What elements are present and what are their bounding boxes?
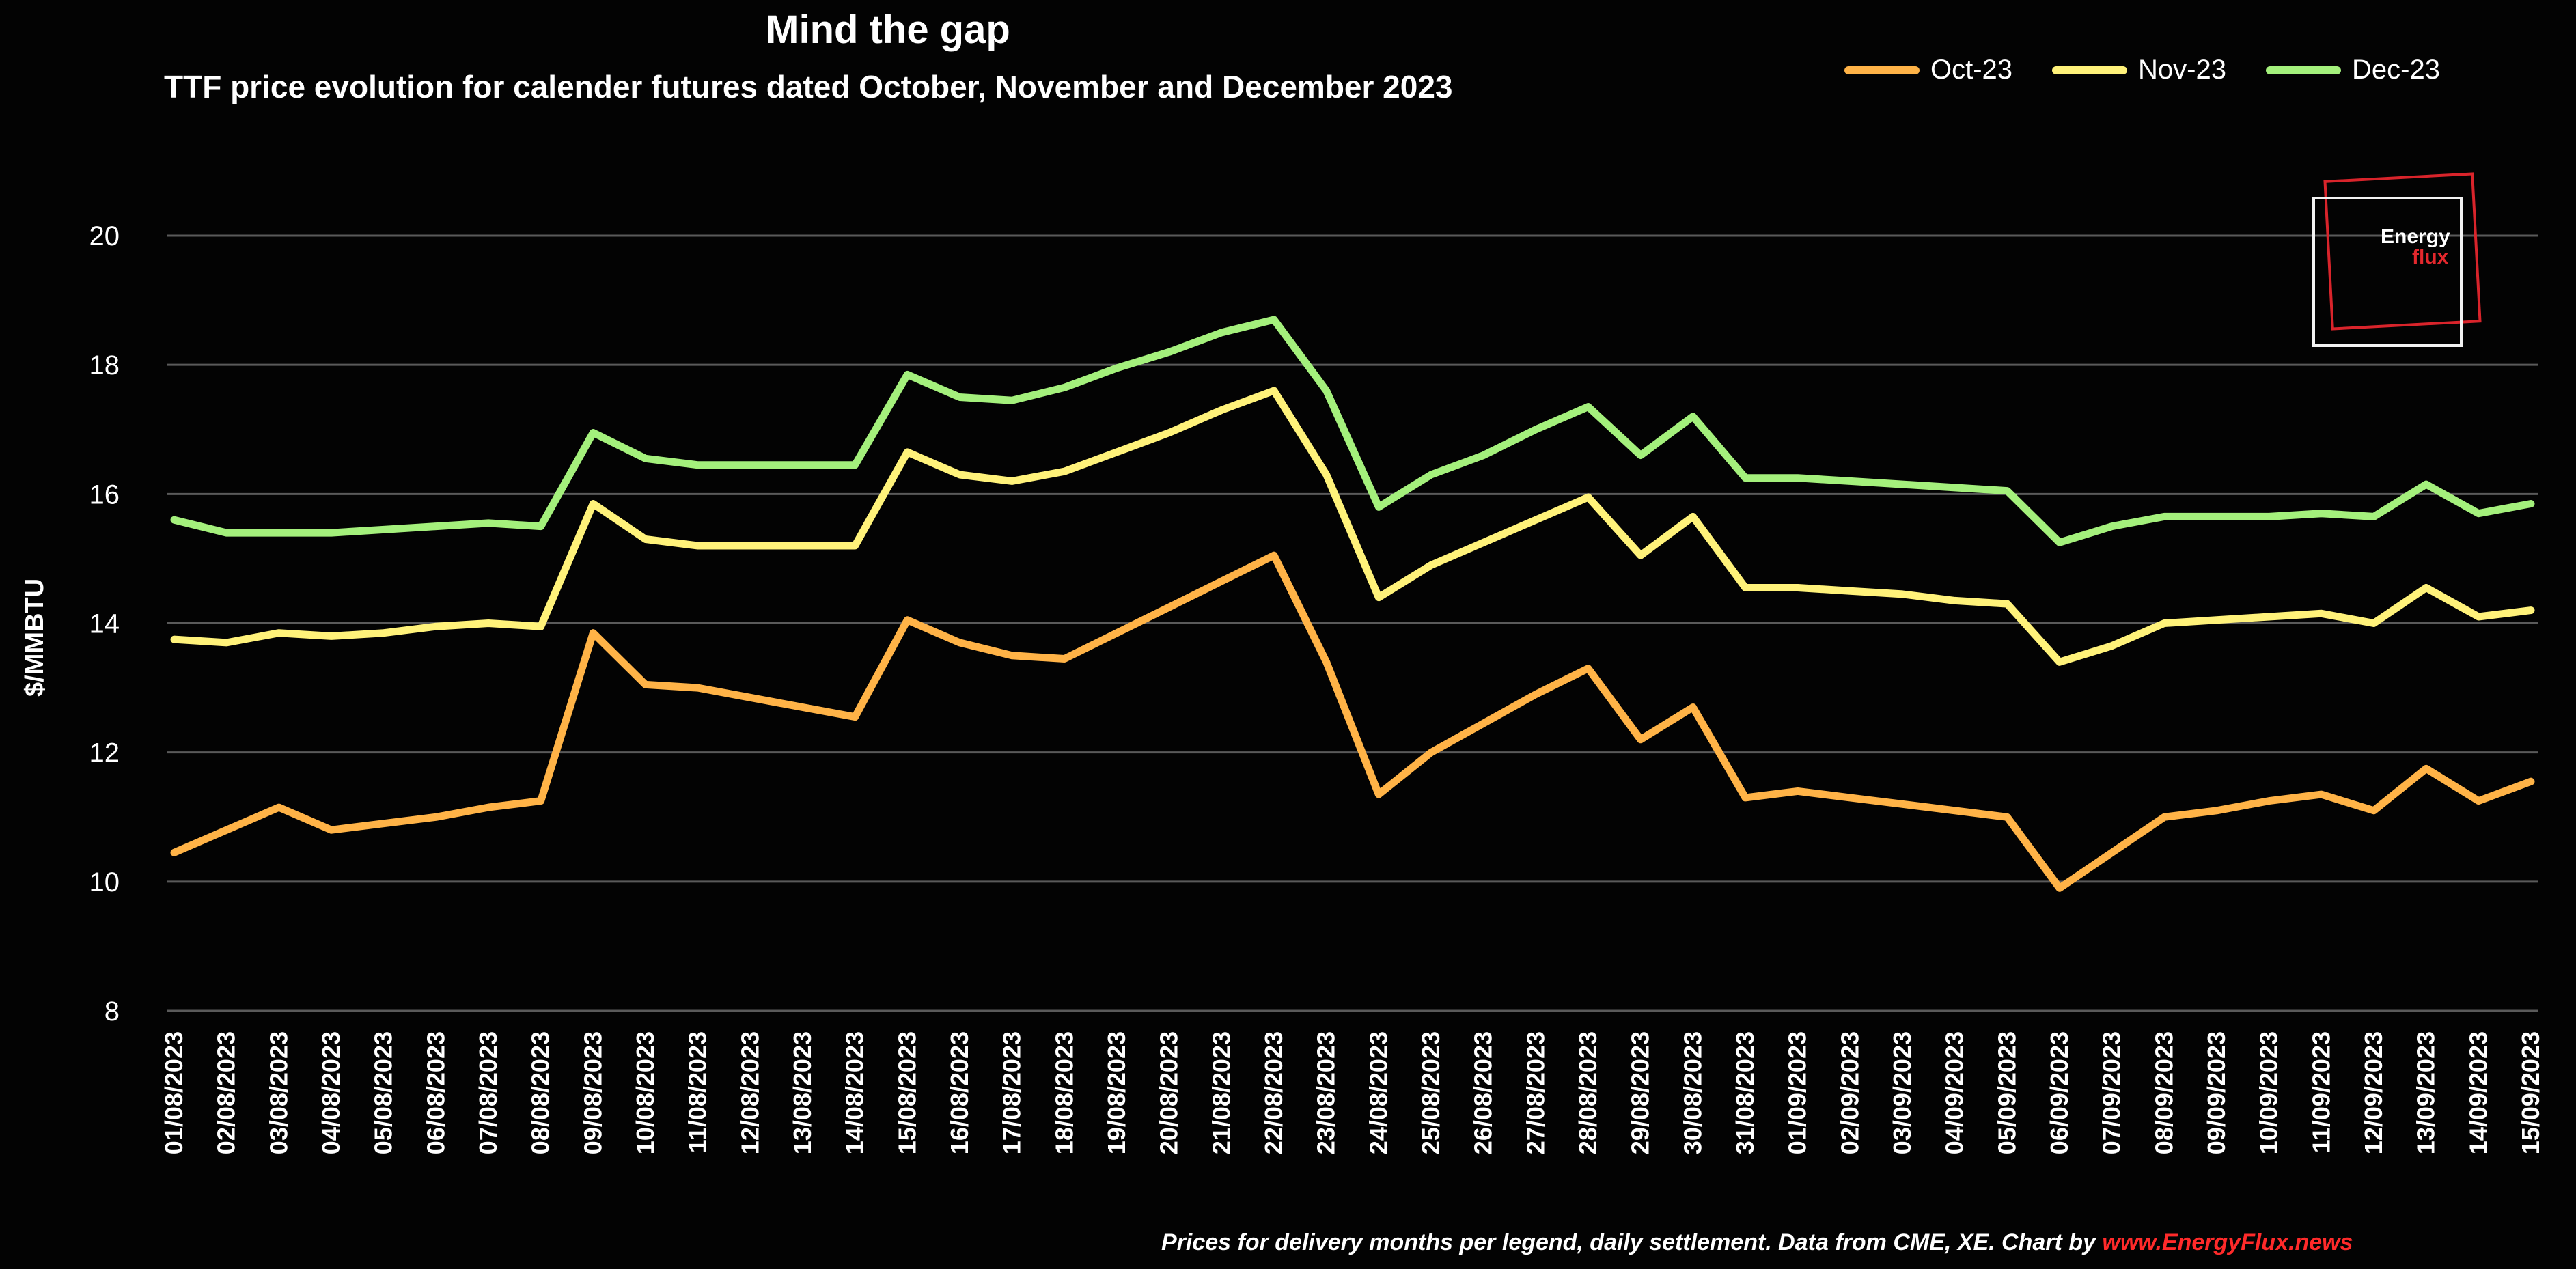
logo-text-flux: flux <box>2412 246 2449 268</box>
x-tick-label: 04/08/2023 <box>317 1031 345 1154</box>
x-tick-label: 23/08/2023 <box>1312 1031 1340 1154</box>
x-tick-label: 11/09/2023 <box>2307 1031 2335 1153</box>
legend-swatch-dec-23 <box>2266 66 2341 74</box>
y-tick-label: 12 <box>89 738 120 768</box>
footnote-text: Prices for delivery months per legend, d… <box>1161 1229 2096 1255</box>
legend-label-oct-23: Oct-23 <box>1930 55 2013 85</box>
series-line-oct-23 <box>170 551 2535 892</box>
x-tick-label: 04/09/2023 <box>1941 1031 1969 1154</box>
x-tick-label: 25/08/2023 <box>1417 1031 1445 1154</box>
x-tick-label: 11/08/2023 <box>684 1031 712 1153</box>
y-tick-label: 10 <box>89 867 120 897</box>
legend-label-dec-23: Dec-23 <box>2352 55 2440 85</box>
x-tick-label: 15/09/2023 <box>2517 1031 2545 1154</box>
x-tick-label: 18/08/2023 <box>1050 1031 1078 1154</box>
footnote-link[interactable]: www.EnergyFlux.news <box>2102 1229 2353 1255</box>
x-tick-label: 07/09/2023 <box>2098 1031 2126 1154</box>
y-tick-label: 16 <box>89 479 120 510</box>
x-tick-label: 14/09/2023 <box>2464 1031 2492 1154</box>
footnote: Prices for delivery months per legend, d… <box>1161 1229 2353 1256</box>
x-tick-label: 27/08/2023 <box>1521 1031 1549 1154</box>
x-tick-label: 19/08/2023 <box>1103 1031 1131 1154</box>
x-tick-label: 02/09/2023 <box>1836 1031 1864 1154</box>
x-tick-label: 08/08/2023 <box>527 1031 555 1154</box>
x-tick-label: 01/08/2023 <box>160 1031 188 1154</box>
x-tick-label: 29/08/2023 <box>1626 1031 1654 1154</box>
energyflux-logo: Energy flux <box>2312 172 2482 347</box>
x-tick-label: 14/08/2023 <box>841 1031 869 1154</box>
y-tick-label: 18 <box>89 350 120 380</box>
x-tick-label: 05/09/2023 <box>1993 1031 2021 1154</box>
x-tick-label: 02/08/2023 <box>212 1031 240 1154</box>
x-tick-label: 09/09/2023 <box>2202 1031 2230 1154</box>
x-tick-label: 28/08/2023 <box>1574 1031 1602 1154</box>
x-tick-label: 13/09/2023 <box>2412 1031 2440 1154</box>
x-tick-label: 12/09/2023 <box>2359 1031 2387 1154</box>
x-tick-label: 07/08/2023 <box>474 1031 502 1154</box>
x-tick-label: 22/08/2023 <box>1260 1031 1288 1154</box>
x-tick-label: 01/09/2023 <box>1784 1031 1812 1154</box>
y-tick-label: 20 <box>89 221 120 251</box>
x-tick-label: 12/08/2023 <box>736 1031 764 1154</box>
legend-label-nov-23: Nov-23 <box>2138 55 2226 85</box>
legend-item-dec-23: Dec-23 <box>2266 55 2440 85</box>
x-tick-label: 06/09/2023 <box>2045 1031 2073 1154</box>
logo-white-frame <box>2312 197 2463 347</box>
legend: Oct-23 Nov-23 Dec-23 <box>1844 55 2440 85</box>
x-tick-label: 20/08/2023 <box>1155 1031 1183 1154</box>
x-tick-label: 09/08/2023 <box>579 1031 607 1154</box>
logo-text-energy: Energy <box>2381 225 2450 248</box>
x-tick-label: 24/08/2023 <box>1364 1031 1392 1154</box>
legend-swatch-oct-23 <box>1844 66 1920 74</box>
x-tick-label: 21/08/2023 <box>1207 1031 1235 1154</box>
legend-swatch-nov-23 <box>2052 66 2128 74</box>
x-tick-label: 10/09/2023 <box>2255 1031 2283 1154</box>
x-tick-label: 13/08/2023 <box>788 1031 816 1154</box>
x-tick-label: 15/08/2023 <box>893 1031 921 1154</box>
legend-item-oct-23: Oct-23 <box>1844 55 2012 85</box>
x-tick-label: 17/08/2023 <box>998 1031 1026 1154</box>
y-tick-label: 14 <box>89 609 120 639</box>
x-tick-label: 26/08/2023 <box>1469 1031 1497 1154</box>
x-tick-label: 06/08/2023 <box>421 1031 449 1154</box>
chart-subtitle: TTF price evolution for calender futures… <box>164 69 1453 104</box>
series-line-nov-23 <box>170 387 2535 666</box>
x-tick-label: 16/08/2023 <box>945 1031 973 1154</box>
legend-item-nov-23: Nov-23 <box>2052 55 2226 85</box>
x-tick-label: 10/08/2023 <box>631 1031 659 1154</box>
x-tick-label: 31/08/2023 <box>1731 1031 1759 1154</box>
x-tick-label: 03/08/2023 <box>264 1031 292 1154</box>
series-line-dec-23 <box>170 316 2535 546</box>
chart-title: Mind the gap <box>766 8 1010 52</box>
y-tick-label: 8 <box>105 996 120 1027</box>
x-tick-label: 05/08/2023 <box>370 1031 398 1154</box>
x-tick-label: 08/09/2023 <box>2150 1031 2178 1154</box>
x-tick-label: 03/09/2023 <box>1888 1031 1916 1154</box>
x-tick-label: 30/08/2023 <box>1678 1031 1706 1154</box>
